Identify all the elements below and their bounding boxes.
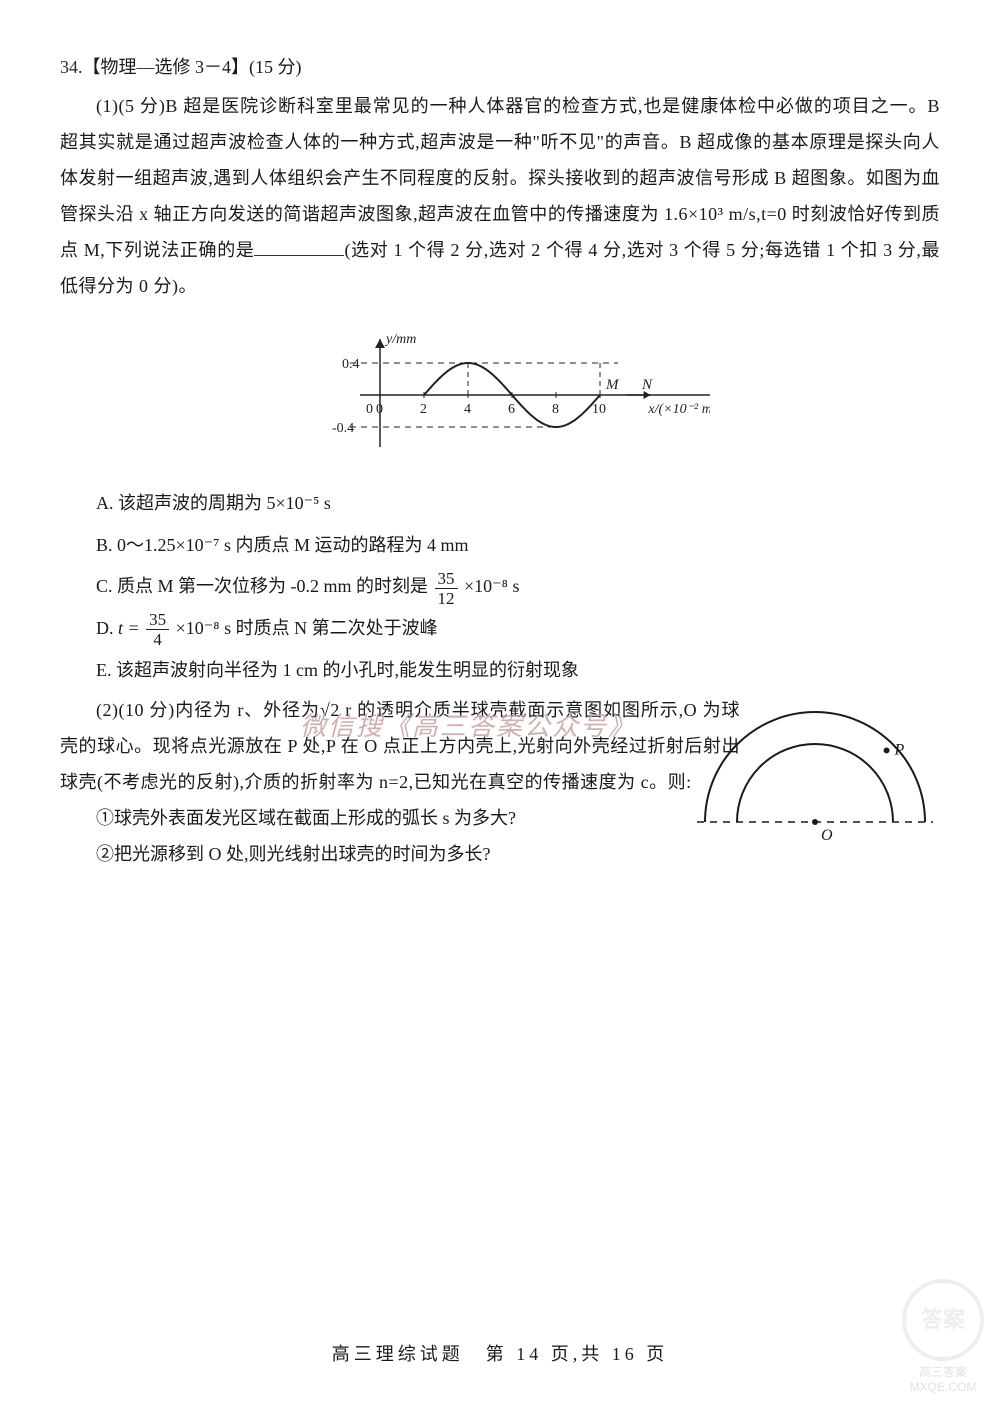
svg-text:x/(×10⁻² mm): x/(×10⁻² mm) [647,402,710,417]
option-C-frac: 3512 [435,570,458,607]
option-C-pre: 质点 M 第一次位移为 -0.2 mm 的时刻是 [117,576,428,596]
hemisphere-diagram: OP [690,692,940,842]
page-footer: 高三理综试题 第 14 页,共 16 页 [0,1340,1000,1366]
option-A-text: 该超声波的周期为 5×10⁻⁵ s [118,493,331,513]
corner-line2: MXQE.COM [902,1380,984,1396]
wave-chart: 0246810160.4-0.4y/mmx/(×10⁻² mm)MN0 [60,310,940,480]
frac-den: 4 [146,630,169,648]
svg-text:10: 10 [592,402,606,417]
svg-text:0: 0 [376,402,383,417]
svg-text:-0.4: -0.4 [332,421,354,436]
svg-text:4: 4 [464,402,471,417]
question-points: (15 分) [249,57,302,77]
option-D-post: ×10⁻⁸ s 时质点 N 第二次处于波峰 [176,618,438,638]
option-C-post: ×10⁻⁸ s [464,576,519,596]
svg-text:y/mm: y/mm [384,332,416,347]
option-D-pre: t = [118,618,140,638]
svg-text:8: 8 [552,402,559,417]
part2-label: (2)(10 分) [96,700,175,720]
option-B: B. 0～1.25×10⁻⁷ s 内质点 M 运动的路程为 4 mm [96,526,940,566]
option-E-text: 该超声波射向半径为 1 cm 的小孔时,能发生明显的衍射现象 [116,660,579,680]
part2-paragraph: (2)(10 分)内径为 r、外径为√2 r 的透明介质半球壳截面示意图如图所示… [60,692,740,800]
svg-text:M: M [605,377,620,393]
svg-text:P: P [894,742,905,759]
svg-text:O: O [821,827,833,842]
part1-label: (1)(5 分) [96,96,165,116]
option-B-text: 0～1.25×10⁻⁷ s 内质点 M 运动的路程为 4 mm [117,535,468,555]
svg-text:2: 2 [420,402,427,417]
frac-den: 12 [435,589,458,607]
svg-text:6: 6 [508,402,515,417]
question-number: 34. [60,57,83,77]
answer-blank [254,237,344,256]
corner-line1: 高三答案 [902,1365,984,1381]
frac-num: 35 [146,611,169,630]
frac-num: 35 [435,570,458,589]
options-block: A. 该超声波的周期为 5×10⁻⁵ s B. 0～1.25×10⁻⁷ s 内质… [60,484,940,690]
option-D-frac: 354 [146,611,169,648]
part1-paragraph: (1)(5 分)B 超是医院诊断科室里最常见的一种人体器官的检查方式,也是健康体… [60,88,940,304]
svg-text:0: 0 [366,402,373,417]
question-header: 34.【物理—选修 3－4】(15 分) [60,50,940,84]
svg-text:N: N [641,377,653,393]
option-E: E. 该超声波射向半径为 1 cm 的小孔时,能发生明显的衍射现象 [96,651,940,691]
part1-text: B 超是医院诊断科室里最常见的一种人体器官的检查方式,也是健康体检中必做的项目之… [60,96,940,260]
question-tag: 【物理—选修 3－4】 [83,57,250,77]
corner-watermark: 答案 高三答案 MXQE.COM [902,1279,984,1396]
option-D: D. t = 354 ×10⁻⁸ s 时质点 N 第二次处于波峰 [96,609,940,649]
svg-text:0.4: 0.4 [342,357,360,372]
option-A: A. 该超声波的周期为 5×10⁻⁵ s [96,484,940,524]
corner-circle: 答案 [902,1279,984,1361]
wave-svg: 0246810160.4-0.4y/mmx/(×10⁻² mm)MN0 [290,310,710,480]
option-C: C. 质点 M 第一次位移为 -0.2 mm 的时刻是 3512 ×10⁻⁸ s [96,567,940,607]
part2-row: 微信搜《高三答案公众号》 OP (2)(10 分)内径为 r、外径为√2 r 的… [60,692,940,872]
